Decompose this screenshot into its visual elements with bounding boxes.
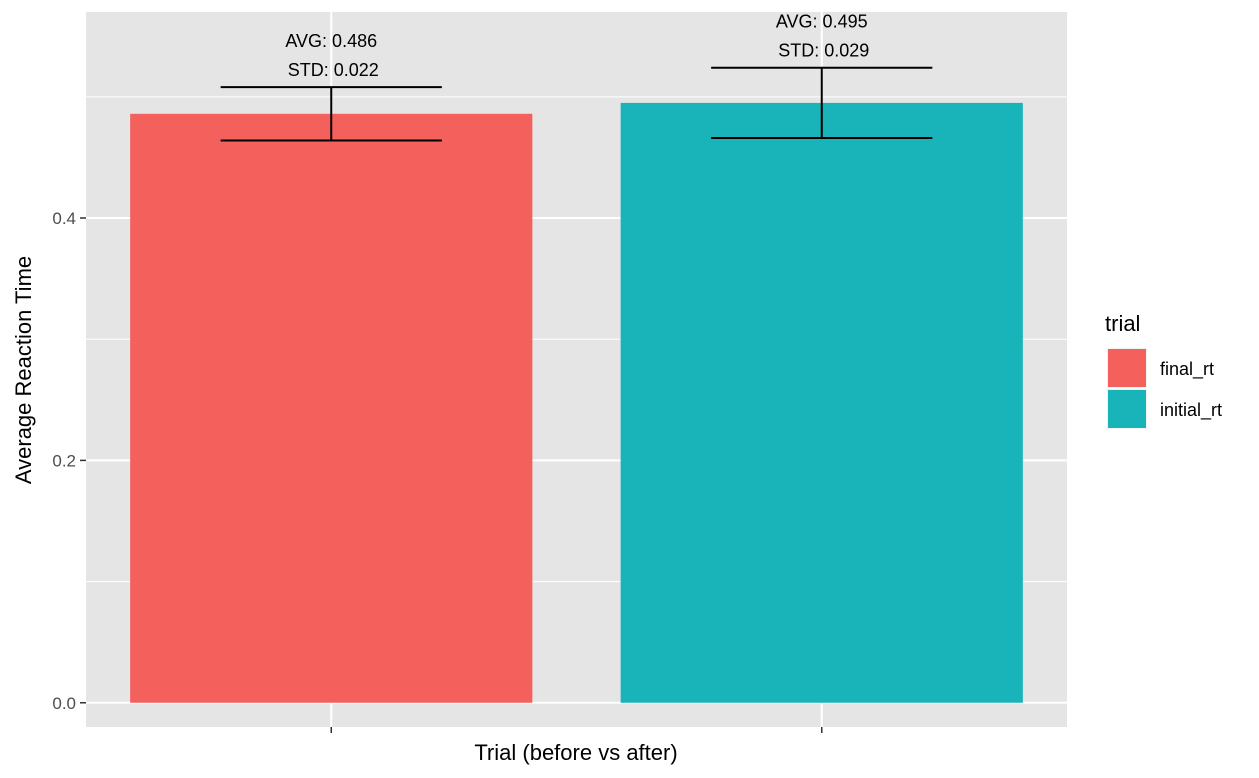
legend-title: trial [1105,311,1140,336]
avg-label: AVG: 0.495 [776,12,868,32]
y-axis-title: Average Reaction Time [11,256,36,484]
y-axis: 0.0 0.2 0.4 [52,209,823,733]
y-tick-label: 0.4 [52,209,76,228]
legend-swatch-final_rt [1108,349,1146,387]
y-tick-label: 0.0 [52,694,76,713]
y-tick-label: 0.2 [52,451,76,470]
legend-label-final_rt: final_rt [1160,359,1214,380]
avg-label: AVG: 0.486 [285,31,377,51]
bar-final_rt [130,113,533,703]
legend: trial final_rt initial_rt [1105,311,1222,429]
legend-swatch-initial_rt [1108,390,1146,428]
bars [130,102,1023,703]
error-bars [220,66,933,142]
std-label: STD: 0.022 [288,60,379,80]
legend-label-initial_rt: initial_rt [1160,400,1222,421]
bar-annotations: AVG: 0.486 STD: 0.022 AVG: 0.495 STD: 0.029 [285,12,869,80]
std-label: STD: 0.029 [778,41,869,61]
bar-initial_rt [620,102,1023,703]
x-axis-title: Trial (before vs after) [474,740,677,765]
